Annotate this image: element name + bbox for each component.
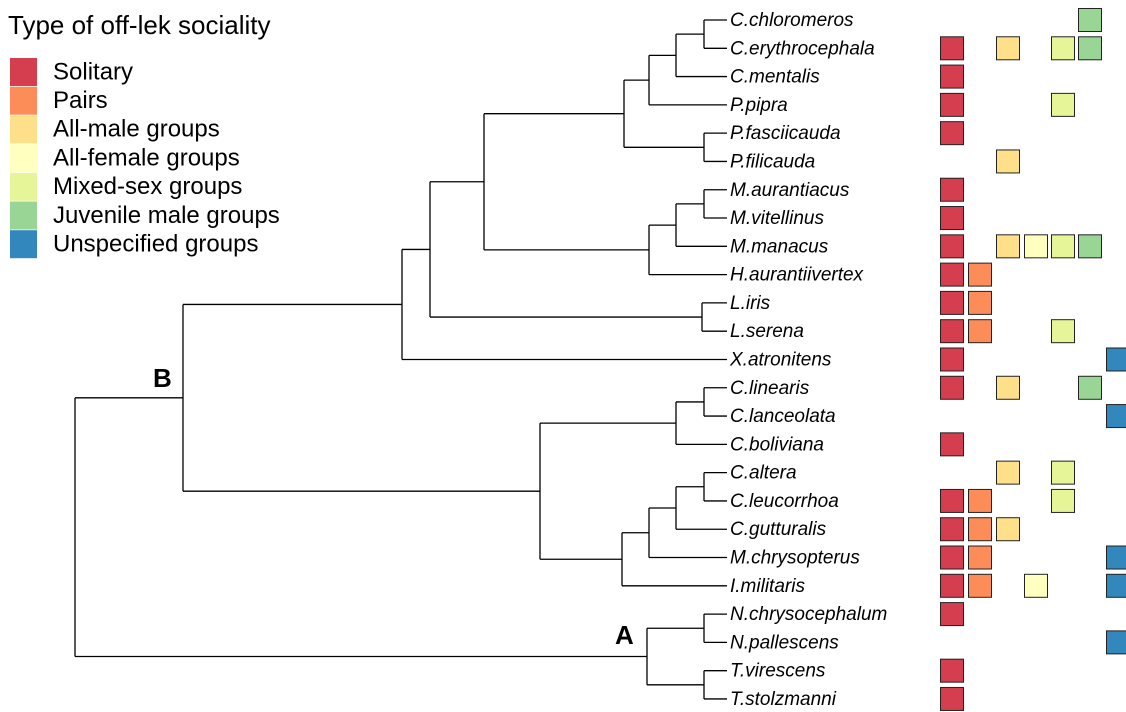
- taxon-label: M.vitellinus: [730, 208, 824, 229]
- trait-cell: [1051, 460, 1075, 485]
- trait-cell: [996, 460, 1020, 485]
- trait-cell: [968, 319, 992, 344]
- trait-cell: [1078, 8, 1102, 32]
- trait-cell: [940, 488, 964, 513]
- trait-cell: [1051, 234, 1075, 259]
- taxon-label: T.virescens: [730, 661, 826, 682]
- taxon-label: C.chloromeros: [730, 10, 854, 31]
- legend-label: All-male groups: [53, 116, 220, 143]
- legend-swatch: [10, 86, 37, 115]
- trait-cell: [1106, 347, 1126, 372]
- tree: [74, 19, 727, 700]
- trait-cell: [940, 290, 964, 315]
- taxon-label: L.iris: [730, 293, 771, 314]
- legend-swatch: [10, 115, 37, 144]
- trait-cell: [1106, 573, 1126, 598]
- taxon-label: H.aurantiivertex: [730, 265, 865, 286]
- trait-cell: [940, 658, 964, 683]
- trait-cell: [940, 517, 964, 542]
- trait-cell: [940, 64, 964, 89]
- taxon-label: I.militaris: [730, 576, 805, 597]
- trait-cell: [968, 290, 992, 315]
- trait-cell: [1078, 375, 1102, 400]
- trait-cell: [996, 234, 1020, 259]
- trait-cell: [996, 149, 1020, 174]
- trait-cell: [968, 545, 992, 570]
- trait-cell: [996, 36, 1020, 61]
- trait-cell: [968, 573, 992, 598]
- taxon-label: P.fasciicauda: [730, 123, 841, 144]
- legend-label: Juvenile male groups: [53, 202, 280, 229]
- taxon-label: N.pallescens: [730, 632, 839, 653]
- taxon-label: C.boliviana: [730, 434, 824, 455]
- trait-cell: [1024, 234, 1048, 259]
- trait-cell: [1106, 630, 1126, 655]
- legend-swatch: [10, 230, 37, 259]
- taxon-label: M.aurantiacus: [730, 180, 850, 201]
- trait-cell: [940, 375, 964, 400]
- trait-cell: [940, 573, 964, 598]
- taxon-label: N.chrysocephalum: [730, 604, 887, 625]
- trait-cell: [1106, 404, 1126, 429]
- taxon-label: M.manacus: [730, 236, 829, 257]
- legend-label: Unspecified groups: [53, 231, 258, 258]
- taxon-label: X.atronitens: [729, 349, 832, 370]
- legend-swatch: [10, 144, 37, 173]
- trait-cell: [1078, 234, 1102, 259]
- taxon-label: C.lanceolata: [730, 406, 836, 427]
- taxon-label: P.filicauda: [730, 151, 815, 172]
- trait-cell: [940, 319, 964, 344]
- trait-cell: [940, 432, 964, 457]
- trait-cell: [968, 517, 992, 542]
- trait-cell: [1051, 319, 1075, 344]
- legend-swatch: [10, 172, 37, 201]
- trait-cell: [940, 177, 964, 202]
- trait-cell: [940, 92, 964, 117]
- trait-cell: [940, 121, 964, 146]
- taxon-label: P.pipra: [730, 95, 788, 116]
- legend-label: Pairs: [53, 87, 108, 114]
- taxon-label: C.altera: [730, 463, 797, 484]
- trait-cell: [940, 347, 964, 372]
- legend-title: Type of off-lek sociality: [8, 10, 271, 40]
- trait-cell: [1051, 36, 1075, 61]
- trait-cell: [940, 545, 964, 570]
- taxon-label: T.stolzmanni: [730, 689, 837, 710]
- trait-cell: [996, 517, 1020, 542]
- trait-cell: [940, 234, 964, 259]
- trait-cell: [1106, 545, 1126, 570]
- taxon-label: C.leucorrhoa: [730, 491, 839, 512]
- trait-cell: [968, 488, 992, 513]
- legend-swatch: [10, 201, 37, 230]
- trait-cell: [1078, 36, 1102, 61]
- legend-label: Mixed-sex groups: [53, 173, 242, 200]
- node-label: A: [615, 620, 634, 650]
- trait-cell: [1051, 488, 1075, 513]
- taxon-label: C.gutturalis: [730, 519, 827, 540]
- taxon-label: M.chrysopterus: [730, 548, 860, 569]
- trait-cell: [940, 602, 964, 627]
- legend-label: All-female groups: [53, 144, 240, 171]
- taxon-label: C.mentalis: [730, 67, 820, 88]
- trait-cell: [1024, 573, 1048, 598]
- node-label: B: [153, 363, 172, 393]
- legend-swatch: [10, 58, 37, 86]
- trait-cell: [996, 375, 1020, 400]
- legend-label: Solitary: [53, 58, 133, 85]
- trait-cell: [940, 262, 964, 287]
- trait-cell: [1051, 92, 1075, 117]
- taxon-label: C.erythrocephala: [730, 38, 875, 59]
- taxon-label: C.linearis: [730, 378, 810, 399]
- trait-cell: [968, 262, 992, 287]
- trait-cell: [940, 686, 964, 711]
- taxon-label: L.serena: [730, 321, 804, 342]
- trait-cell: [940, 206, 964, 231]
- trait-cell: [940, 36, 964, 61]
